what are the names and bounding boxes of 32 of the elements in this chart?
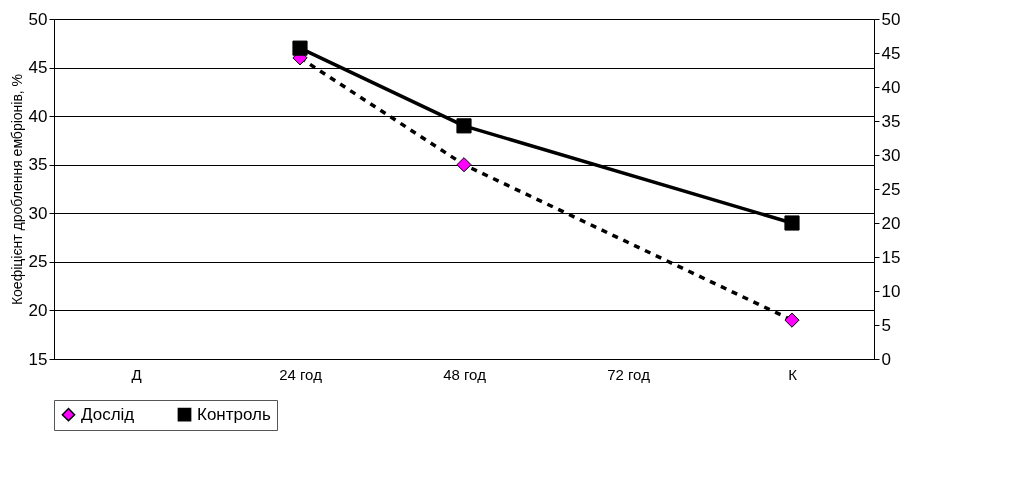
y-tick-label: 40 [28,106,48,126]
y2-tick-label: 35 [881,111,901,131]
x-tick-label: К [788,365,798,383]
y2-tick-label: 50 [881,9,901,29]
point [456,118,472,134]
y-tick-label: 20 [28,300,48,320]
y2-tick-label: 30 [881,145,901,165]
y2-tick-label: 5 [881,315,891,335]
point [456,157,472,173]
y-tick-label: 45 [28,58,48,78]
y-tick-label: 50 [28,9,48,29]
y2-tick-label: 45 [881,43,901,63]
y2-tick-label: 40 [881,77,901,97]
y2-tick-label: 10 [881,281,901,301]
y2-tick-label: 25 [881,179,901,199]
y-tick-label: 15 [28,349,48,369]
legend-label: Дослід [81,404,135,424]
y-tick-label: 25 [28,252,48,272]
point [784,215,800,231]
x-tick-label: 48 год [443,365,487,383]
y2-tick-label: 0 [881,349,891,369]
y2-tick-label: 20 [881,213,901,233]
x-tick-label: 72 год [607,365,651,383]
y-tick-label: 35 [28,155,48,175]
legend-label: Контроль [197,404,271,424]
y2-tick-label: 15 [881,247,901,267]
x-tick-label: 24 год [279,365,323,383]
y-axis-title: Коефіцієнт дроблення ембріонів, % [8,73,25,306]
point [292,40,308,56]
x-tick-label: Д [131,365,142,383]
y-tick-label: 30 [28,203,48,223]
point [784,312,800,328]
